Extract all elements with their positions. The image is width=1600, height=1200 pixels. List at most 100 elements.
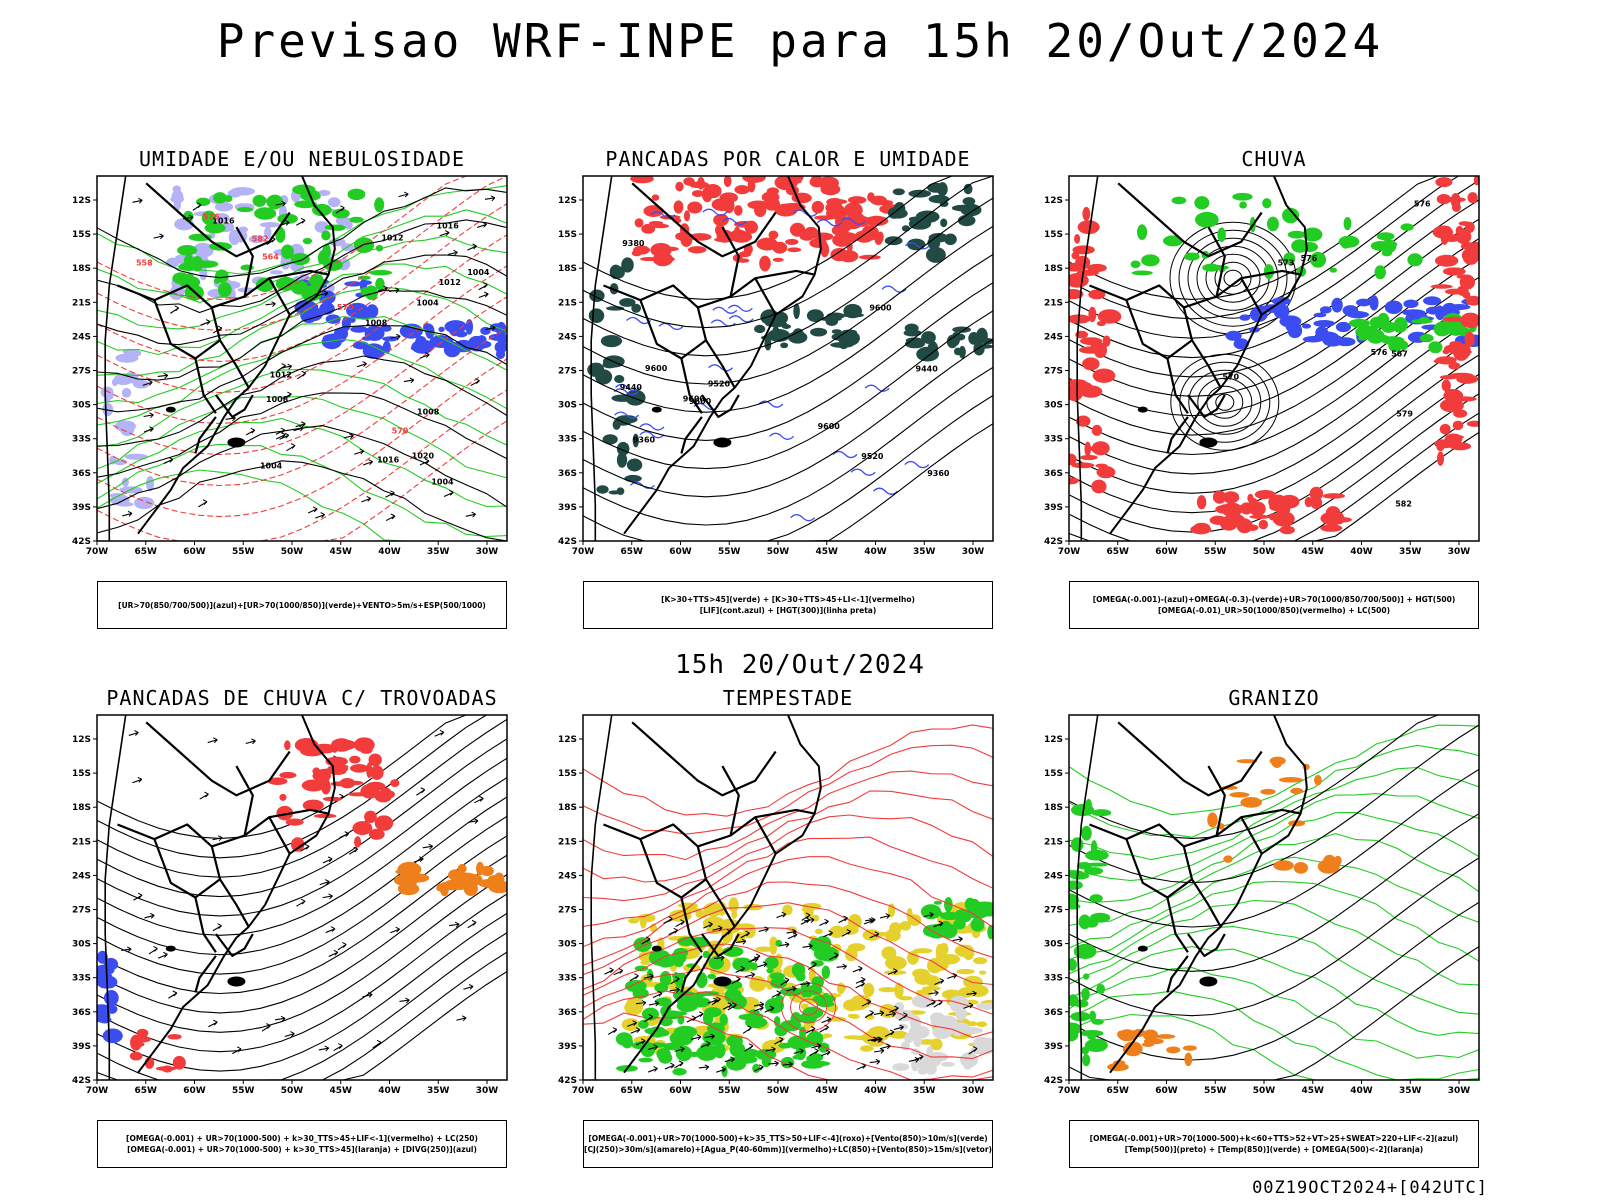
contour-line [1069,715,1479,839]
wind-vector [479,795,484,802]
wind-vector [482,221,487,228]
panel-title: UMIDADE E/OU NEBULOSIDADE [138,147,466,171]
wind-area [790,1042,813,1049]
humidity-area-upper [327,197,341,208]
wind-vector [287,391,292,398]
jet-area [878,987,898,993]
wind-vector [443,491,454,497]
wind-vector [324,1045,330,1052]
rain-area-red [1458,221,1472,226]
lon-tick-label: 35W [1399,1086,1422,1096]
convective-area [962,197,976,206]
jet-area [958,987,976,998]
wind-vector [860,976,866,983]
storm-area-orange [398,882,417,895]
jet-area [889,922,902,935]
lat-tick-label: 30S [72,401,91,411]
convective-area [609,264,622,280]
lagoon [165,406,176,413]
contour-line [97,417,507,508]
lon-tick-label: 45W [1302,547,1325,557]
wind-vector [852,967,863,973]
wind-vector [668,916,673,922]
wind-vector [463,985,474,990]
country-border [680,897,703,953]
humidity-area-low [177,244,198,256]
instability-area [768,197,776,206]
omega-area-orange [1236,759,1258,764]
lon-tick-label: 55W [232,547,255,557]
wind-vector [172,990,178,997]
lif-contour [712,306,738,314]
rain-area-red [1439,398,1464,413]
rain-area [1419,334,1434,343]
rain-area-red [1433,358,1452,364]
contour-label: 1004 [260,462,283,471]
wind-vector [747,1025,752,1032]
wind-vector [217,923,222,930]
lat-tick-label: 15S [1044,769,1063,779]
lon-tick-label: 40W [1350,547,1373,557]
lat-tick-label: 33S [1044,974,1063,984]
wind-vector [648,1002,659,1006]
wind-vector [727,1002,733,1009]
wind-vector [635,1040,646,1046]
legend-box: [K>30+TTS>45](verde) + [K>30+TTS>45+LI<-… [583,581,993,629]
convective-area [606,306,625,311]
wind-area [806,984,823,996]
wind-vector [121,948,132,952]
country-border [194,955,217,993]
gray-area [959,1052,979,1068]
rain-area-red [1449,341,1463,348]
wind-vector [281,200,286,207]
storm-area [330,740,339,753]
contour-ring [1178,229,1288,327]
jet-area [913,948,933,954]
humidity-area-mid [361,336,373,341]
lat-tick-label: 12S [558,735,577,745]
rain-area-red [1069,273,1089,288]
wind-vector [958,936,963,943]
storm-area [136,1028,149,1038]
instability-area [804,226,819,238]
country-border [701,394,740,418]
storm-area [364,810,377,824]
wind-vector [174,305,180,312]
wind-vector [740,965,745,972]
contour-line [583,881,993,966]
wind-vector [153,235,164,239]
lat-tick-label: 27S [72,367,91,377]
wind-vector [168,456,174,463]
wind-vector [748,958,759,963]
wind-vector [799,1048,804,1055]
humidity-area-low [309,274,324,288]
contour-label: 1016 [212,216,235,225]
wind-vector [891,1011,896,1017]
lat-tick-label: 27S [1044,906,1063,916]
convective-area [764,336,772,351]
rain-area [1302,227,1323,242]
instability-area [641,223,656,234]
wind-area [974,901,993,911]
omega-area-orange [1118,1029,1137,1042]
lon-tick-label: 60W [183,547,206,557]
rain-area-red [1436,451,1445,466]
humidity-area-upper [230,187,252,195]
humidity-area-upper [314,221,329,233]
humidity-area-upper [169,286,184,300]
humidity-area-low [213,277,221,284]
wind-vector [328,893,333,900]
wind-vector [893,968,898,975]
wind-area [638,1057,653,1063]
divergence-area [98,966,107,980]
contour-label: 576 [203,213,220,222]
rain-area [1358,336,1368,341]
country-border [235,765,254,836]
legend-line: [Temp(500)](preto) + [Temp(850)](verde) … [1124,1145,1424,1154]
jet-area [862,929,882,941]
lif-contour [881,285,907,293]
country-border [721,226,740,297]
wind-vector [649,973,654,980]
lif-contour [626,316,652,325]
wind-vector [468,820,479,823]
